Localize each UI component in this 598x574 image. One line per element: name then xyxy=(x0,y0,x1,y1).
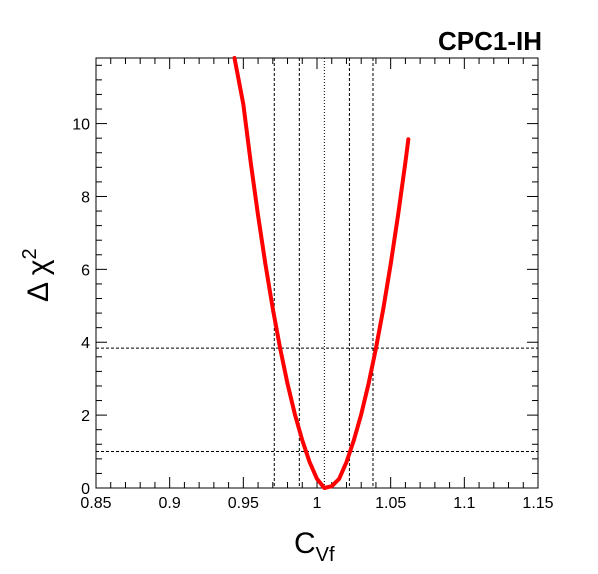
x-tick-label: 1 xyxy=(313,495,322,512)
delta-chi2-curve xyxy=(232,56,411,490)
chart-title: CPC1-IH xyxy=(438,26,542,56)
reference-lines xyxy=(96,58,538,488)
curve-group xyxy=(232,56,411,490)
x-axis-title-subscript: Vf xyxy=(316,544,335,566)
x-tick-label: 1.15 xyxy=(522,495,553,512)
x-tick-label: 1.1 xyxy=(453,495,475,512)
y-axis-title-superscript: 2 xyxy=(19,248,41,259)
x-axis-title: CVf xyxy=(294,527,335,566)
y-tick-label: 2 xyxy=(81,408,90,425)
tick-labels: 0.85 0.9 0.95 1 1.05 1.1 1.15 0 2 4 6 8 10 xyxy=(72,117,553,512)
y-tick-label: 4 xyxy=(81,335,90,352)
x-tick-label: 0.9 xyxy=(159,495,181,512)
y-tick-label: 10 xyxy=(72,117,90,134)
axis-ticks xyxy=(95,58,539,489)
y-tick-label: 8 xyxy=(81,189,90,206)
plot-frame xyxy=(95,57,539,489)
x-tick-label: 0.85 xyxy=(80,495,111,512)
y-tick-label: 0 xyxy=(81,481,90,498)
y-axis-title: Δ χ2 xyxy=(19,248,55,302)
x-axis-title-main: C xyxy=(294,527,316,560)
y-tick-label: 6 xyxy=(81,262,90,279)
x-tick-label: 0.95 xyxy=(228,495,259,512)
y-axis-title-main: Δ χ xyxy=(22,259,55,302)
x-tick-label: 1.05 xyxy=(375,495,406,512)
